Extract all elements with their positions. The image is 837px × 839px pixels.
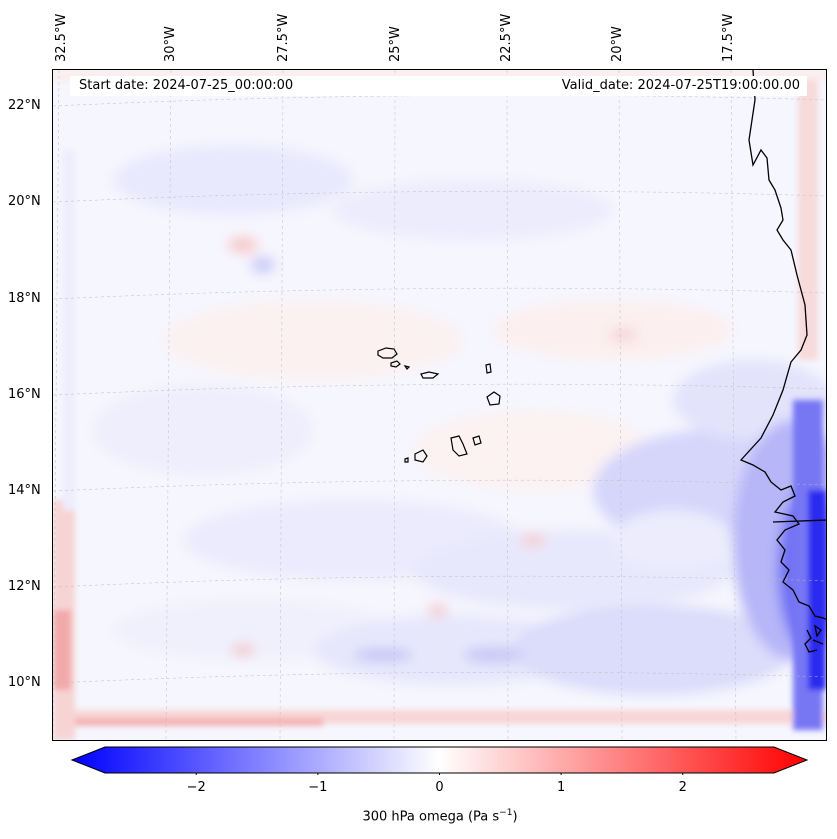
lon-label-32-5w: 32.5°W [54, 13, 69, 62]
colorbar-label-text: 300 hPa omega (Pa s [362, 809, 500, 825]
colorbar-tickmarks [195, 773, 684, 775]
lat-label-14n: 14°N [8, 483, 41, 498]
lon-label-25w: 25°W [388, 26, 403, 62]
lon-label-22-5w: 22.5°W [499, 13, 514, 62]
african-coastline [739, 70, 826, 653]
lon-label-30w: 30°W [163, 26, 178, 62]
lon-label-27-5w: 27.5°W [276, 13, 291, 62]
lat-label-18n: 18°N [8, 291, 41, 306]
cape-verde-islands [377, 347, 501, 463]
lon-label-17-5w: 17.5°W [721, 13, 736, 62]
lat-label-10n: 10°N [8, 675, 41, 690]
lat-label-16n: 16°N [8, 387, 41, 402]
colorbar-label-close: ) [512, 809, 518, 825]
colorbar-tick-label: 0 [435, 780, 444, 795]
colorbar [70, 746, 809, 775]
omega-field-shading [93, 145, 826, 695]
omega-field-map [53, 70, 826, 740]
valid-date-label: Valid_date: 2024-07-25T19:00:00.00 [561, 78, 800, 93]
colorbar-tick-label: 1 [556, 780, 566, 795]
lon-label-20w: 20°W [610, 26, 625, 62]
lat-label-20n: 20°N [8, 194, 41, 209]
map-panel[interactable] [52, 69, 827, 741]
colorbar-tick-label: 2 [678, 780, 687, 795]
colorbar-bar [70, 746, 809, 774]
graticule [53, 70, 826, 740]
colorbar-label: 300 hPa omega (Pa s−1) [0, 808, 837, 824]
colorbar-label-superscript: −1 [499, 808, 513, 818]
lat-label-22n: 22°N [8, 98, 41, 113]
colorbar-tick-label: −1 [308, 780, 328, 795]
start-date-label: Start date: 2024-07-25_00:00:00 [79, 78, 294, 93]
date-header-band [70, 76, 807, 96]
lat-label-12n: 12°N [8, 579, 41, 594]
colorbar-tick-label: −2 [186, 780, 206, 795]
